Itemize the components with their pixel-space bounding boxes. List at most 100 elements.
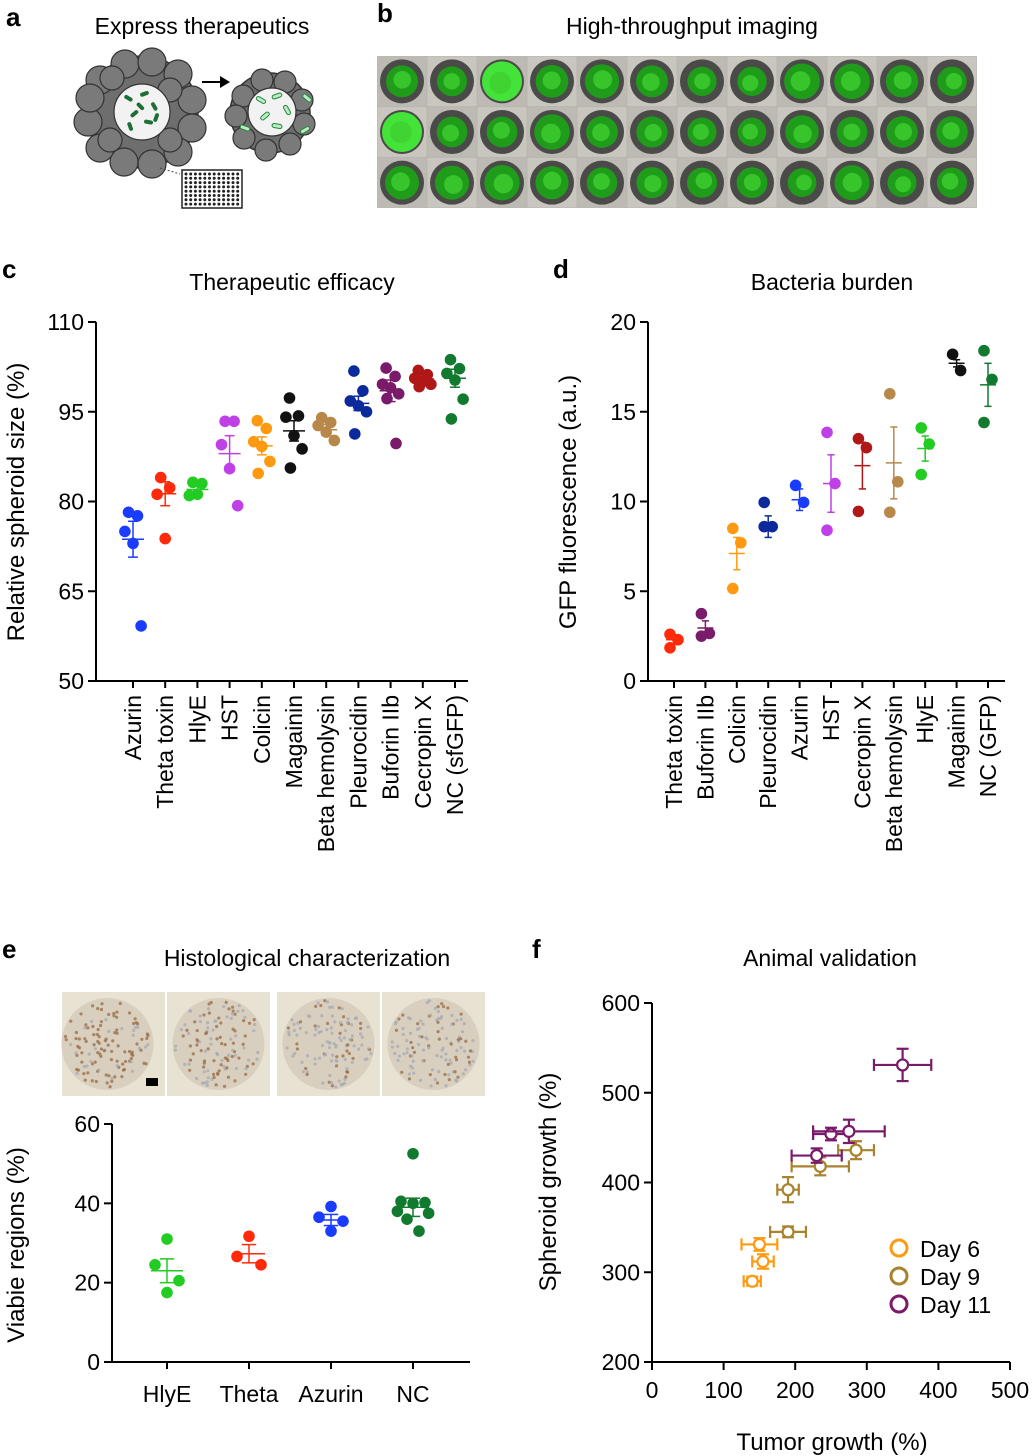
stain-dot bbox=[252, 1029, 256, 1033]
stain-dot bbox=[305, 1072, 309, 1077]
stain-dot bbox=[195, 1043, 199, 1047]
gfp-core bbox=[442, 124, 460, 142]
well-dot bbox=[193, 198, 197, 202]
stain-dot bbox=[96, 1027, 100, 1032]
data-point bbox=[915, 422, 927, 434]
stain-dot bbox=[93, 1047, 98, 1051]
y-tick-label: 20 bbox=[74, 1270, 100, 1296]
data-point bbox=[824, 1127, 838, 1141]
stain-dot bbox=[447, 1073, 451, 1077]
stain-dot bbox=[118, 1001, 122, 1006]
stain-dot bbox=[115, 1064, 119, 1068]
well-dot bbox=[217, 202, 221, 206]
stain-dot bbox=[331, 1053, 335, 1057]
stain-dot bbox=[334, 1085, 338, 1089]
x-tick-label: HST bbox=[818, 695, 844, 741]
stain-dot bbox=[439, 1016, 443, 1021]
well-dot bbox=[226, 194, 230, 197]
stain-dot bbox=[323, 1053, 328, 1057]
data-point bbox=[821, 524, 833, 537]
gfp-core bbox=[894, 123, 913, 141]
panel-a-title: Express therapeutics bbox=[95, 13, 310, 39]
stain-dot bbox=[86, 1071, 90, 1075]
stain-dot bbox=[93, 1060, 97, 1064]
stain-dot bbox=[443, 1072, 447, 1077]
data-point bbox=[251, 414, 264, 427]
stain-dot bbox=[223, 1056, 227, 1060]
stain-dot bbox=[251, 1062, 255, 1066]
stain-dot bbox=[234, 1066, 239, 1071]
y-tick-label: 95 bbox=[58, 399, 84, 425]
data-point bbox=[384, 382, 397, 394]
stain-dot bbox=[204, 1032, 208, 1036]
stain-dot bbox=[63, 1034, 68, 1039]
stain-dot bbox=[94, 1079, 98, 1084]
y-tick-label: 60 bbox=[74, 1111, 100, 1137]
stain-dot bbox=[292, 1028, 296, 1033]
stain-dot bbox=[229, 1037, 233, 1041]
well-dot bbox=[222, 185, 226, 189]
stain-dot bbox=[339, 1038, 343, 1043]
data-point bbox=[441, 367, 453, 380]
stain-dot bbox=[308, 1014, 312, 1019]
gfp-core bbox=[444, 175, 463, 194]
stain-dot bbox=[74, 1036, 78, 1041]
stain-dot bbox=[102, 1049, 106, 1053]
stain-dot bbox=[90, 1079, 94, 1083]
x-tick-label: Beta hemolysin bbox=[881, 695, 907, 852]
stain-dot bbox=[247, 1058, 251, 1062]
stain-dot bbox=[129, 1060, 133, 1064]
y-tick-label: 40 bbox=[74, 1190, 100, 1216]
stain-dot bbox=[455, 1048, 459, 1053]
stain-dot bbox=[408, 1017, 412, 1021]
stain-dot bbox=[95, 1032, 99, 1037]
stain-dot bbox=[205, 1026, 210, 1030]
stain-dot bbox=[400, 1070, 404, 1074]
legend-marker bbox=[889, 1266, 909, 1286]
stain-dot bbox=[247, 1021, 252, 1025]
spheroid-well-image bbox=[827, 107, 877, 157]
stain-dot bbox=[343, 1081, 347, 1085]
stain-dot bbox=[130, 1050, 134, 1054]
legend-label: Day 9 bbox=[920, 1264, 980, 1290]
stain-dot bbox=[338, 1036, 342, 1040]
gfp-core bbox=[644, 175, 662, 193]
x-tick-label: Colicin bbox=[249, 695, 275, 764]
stain-dot bbox=[440, 1048, 444, 1052]
x-tick-label: Magainin bbox=[281, 695, 307, 788]
stain-dot bbox=[215, 1037, 219, 1041]
stain-dot bbox=[436, 1020, 440, 1024]
data-point bbox=[413, 380, 426, 393]
stain-dot bbox=[226, 1075, 231, 1079]
stain-dot bbox=[444, 1084, 448, 1088]
stain-dot bbox=[444, 1052, 448, 1056]
stain-dot bbox=[212, 1075, 216, 1080]
imaging-grid bbox=[377, 56, 977, 208]
data-point bbox=[320, 426, 333, 438]
stain-dot bbox=[206, 1069, 210, 1073]
data-point bbox=[284, 462, 297, 474]
stain-dot bbox=[83, 1078, 87, 1082]
panel-f-label: f bbox=[532, 934, 541, 964]
data-point bbox=[328, 434, 341, 447]
stain-dot bbox=[77, 1037, 81, 1041]
stain-dot bbox=[300, 1060, 304, 1064]
well-dot bbox=[231, 198, 235, 202]
stain-dot bbox=[410, 1066, 415, 1070]
data-point bbox=[946, 348, 959, 361]
well-dot bbox=[184, 172, 188, 176]
stain-dot bbox=[99, 1020, 104, 1024]
stain-dot bbox=[416, 1022, 420, 1026]
x-tick-label: 500 bbox=[991, 1377, 1029, 1403]
well-dot bbox=[217, 176, 221, 180]
panel-e-label: e bbox=[2, 934, 16, 964]
y-tick-label: 600 bbox=[602, 990, 640, 1016]
gfp-core bbox=[743, 173, 761, 191]
data-point bbox=[392, 388, 405, 400]
stain-dot bbox=[200, 1081, 205, 1085]
spheroid-well-image bbox=[627, 107, 677, 157]
stain-dot bbox=[132, 1028, 136, 1033]
data-point bbox=[252, 467, 264, 480]
stain-dot bbox=[183, 1062, 187, 1066]
